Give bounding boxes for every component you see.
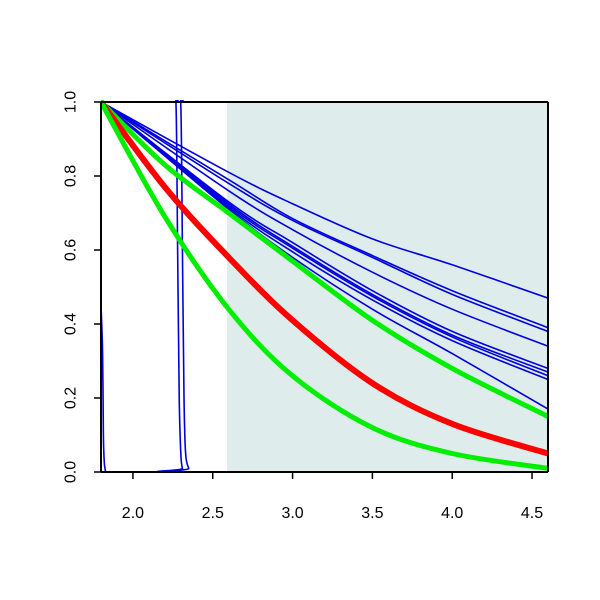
axes-layer bbox=[100, 101, 549, 473]
x-tick-label: 3.5 bbox=[361, 505, 383, 522]
series-line-green-13 bbox=[101, 100, 548, 419]
ticks-layer: 2.0 2.5 3.0 3.5 4.0 4.5 0.0 0.2 0.4 0.6 0.8 1.0 bbox=[63, 91, 544, 522]
shaded-region bbox=[227, 102, 548, 472]
series-line-blue-12 bbox=[101, 101, 548, 410]
series-line-red-14 bbox=[101, 100, 548, 457]
y-tick-label: 1.0 bbox=[63, 91, 80, 113]
series-line-blue-7 bbox=[101, 101, 548, 347]
x-tick-label: 2.5 bbox=[202, 505, 224, 522]
x-tick-label: 3.0 bbox=[281, 505, 303, 522]
series-line-blue-6 bbox=[101, 101, 548, 333]
y-tick-label: 0.4 bbox=[63, 313, 80, 335]
x-tick-label: 4.5 bbox=[521, 505, 543, 522]
series-line-blue-5 bbox=[101, 101, 548, 329]
series-line-blue-4 bbox=[101, 101, 548, 299]
x-tick-label: 4.0 bbox=[441, 505, 463, 522]
series-line-blue-11 bbox=[101, 101, 548, 381]
x-tick-label: 2.0 bbox=[122, 505, 144, 522]
y-tick-label: 0.8 bbox=[63, 165, 80, 187]
y-tick-label: 0.6 bbox=[63, 239, 80, 261]
y-tick-label: 0.2 bbox=[63, 387, 80, 409]
y-tick-label: 0.0 bbox=[63, 461, 80, 483]
series-line-green-15 bbox=[101, 100, 548, 471]
shaded-region-layer bbox=[227, 102, 548, 472]
series-line-blue-10 bbox=[101, 101, 548, 377]
series-line-blue-8 bbox=[101, 101, 548, 370]
series-line-blue-9 bbox=[101, 101, 548, 373]
